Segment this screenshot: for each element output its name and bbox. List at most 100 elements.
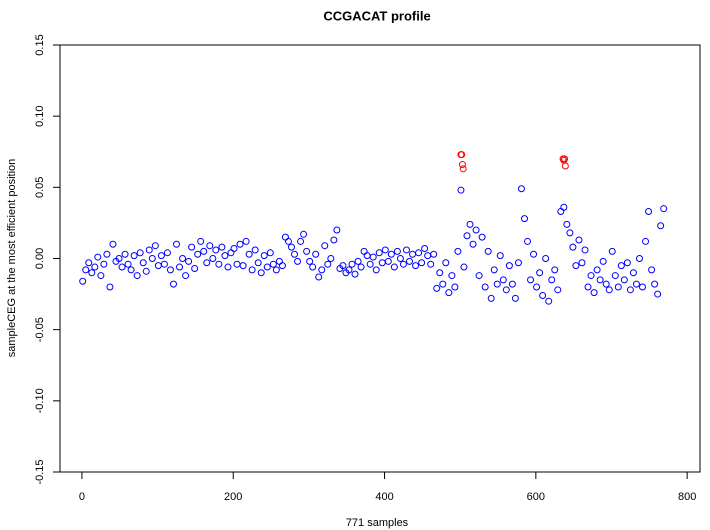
data-point [439,280,447,288]
data-point [215,260,223,268]
data-point [251,246,259,254]
data-point [303,247,311,255]
data-point [284,237,292,245]
data-point [602,280,610,288]
data-point [245,250,253,258]
data-point [593,266,601,274]
data-point [381,246,389,254]
data-point [191,264,199,272]
data-point [430,250,438,258]
data-point [445,289,453,297]
data-point [85,259,93,267]
data-point [524,237,532,245]
data-point [560,203,568,211]
data-point [460,263,468,271]
y-tick-label: -0.10 [34,388,46,413]
data-point [139,259,147,267]
data-point [626,286,634,294]
data-point [185,257,193,265]
data-point [212,246,220,254]
data-point [315,273,323,281]
data-point [520,215,528,223]
data-point [499,276,507,284]
data-point [542,255,550,262]
data-point [442,259,450,267]
data-point [632,280,640,288]
data-point [121,250,129,258]
data-point [94,253,102,261]
data-point [176,263,184,271]
x-axis-label: 771 samples [346,517,409,529]
data-point [124,260,132,268]
data-point [436,269,444,277]
data-point [629,269,637,277]
data-point [384,257,392,265]
data-point [109,240,117,248]
data-point [617,262,625,270]
data-point [209,255,217,262]
data-point [348,260,356,268]
data-point [306,257,314,265]
data-point [148,255,156,262]
data-point [493,280,501,288]
data-point [272,266,280,274]
data-point [561,155,569,163]
data-point [639,283,647,291]
data-point [551,266,559,274]
data-point [145,246,153,254]
data-point [458,161,466,169]
data-point [151,242,159,250]
data-point [106,283,114,291]
data-point [418,259,426,267]
data-point [218,243,226,251]
data-point [173,240,181,248]
data-point [406,257,414,265]
data-point [294,257,302,265]
data-point [79,277,87,285]
x-tick-label: 800 [678,491,696,503]
data-point [490,266,498,274]
data-point [236,240,244,248]
data-point [369,253,377,261]
data-point [623,259,631,267]
data-point [648,266,656,274]
data-point [608,247,616,255]
data-point [642,237,650,245]
data-point [254,259,262,267]
data-point [517,185,525,193]
y-tick-label: 0.10 [34,105,46,126]
data-point [448,272,456,280]
data-point [224,263,232,271]
data-point [645,208,653,216]
data-point [88,269,96,277]
data-point [554,286,562,294]
data-point [118,263,126,271]
data-point [563,220,571,228]
data-point [188,243,196,251]
data-point [266,249,274,257]
data-point [312,250,320,258]
data-point [136,249,144,257]
data-point [200,247,208,255]
data-point [539,292,547,300]
data-point [620,276,628,284]
data-point [590,289,598,297]
data-point [481,283,489,291]
data-point [396,255,404,262]
y-tick-label: 0.15 [34,34,46,55]
data-point [459,165,467,173]
data-point [321,242,329,250]
data-point [160,260,168,268]
data-point [587,272,595,280]
data-point [496,252,504,260]
data-point [393,247,401,255]
data-point [375,249,383,257]
data-point [103,250,111,258]
data-point [651,280,659,288]
data-point [115,255,123,262]
data-point [399,260,407,268]
data-point [463,232,471,240]
data-point [545,297,553,305]
data-point [502,286,510,294]
chart-title: CCGACAT profile [323,8,430,23]
